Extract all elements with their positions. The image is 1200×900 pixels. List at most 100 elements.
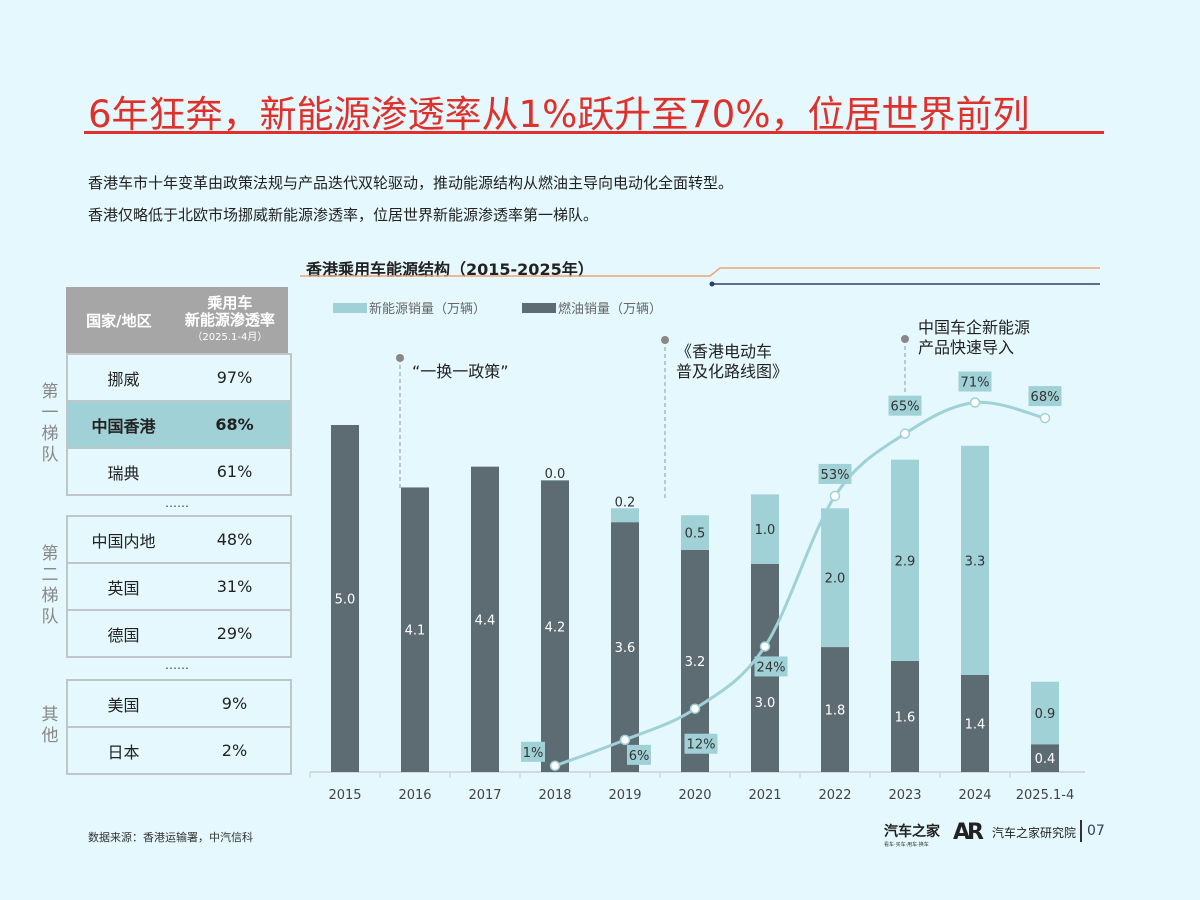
penetration-point	[969, 397, 981, 408]
x-tick-label: 2022	[818, 788, 851, 803]
penetration-value: 2%	[221, 741, 248, 760]
table-row: 德国 29%	[68, 609, 290, 656]
bar-fuel	[891, 660, 919, 772]
tier-label: 其他	[41, 705, 59, 746]
penetration-point	[829, 490, 841, 502]
penetration-label: 12%	[687, 738, 716, 753]
logo1-text: 汽车之家	[884, 824, 940, 840]
autohome-logo: 汽车之家 看车·买车·用车·换车	[884, 821, 940, 848]
penetration-label: 65%	[891, 400, 920, 415]
bar-nev-label: 2.0	[825, 572, 846, 587]
table-row: 瑞典 61%	[68, 447, 290, 494]
bar-nev-label: 1.0	[755, 523, 776, 538]
country-name: 中国香港	[91, 416, 156, 436]
bar-fuel-label: 5.0	[335, 593, 356, 608]
annotation: 《香港电动车 普及化路线图》	[676, 342, 788, 382]
penetration-point	[1039, 412, 1051, 424]
annotation-line: 普及化路线图》	[676, 362, 789, 381]
x-tick-label: 2019	[608, 788, 641, 803]
penetration-label: 68%	[1031, 390, 1060, 405]
table-ellipsis: ……	[165, 658, 189, 672]
bar-nev	[891, 459, 919, 661]
penetration-label: 1%	[523, 746, 544, 761]
x-tick-label: 2015	[328, 788, 361, 803]
chart-title-rule	[300, 267, 1100, 277]
table-row: 中国香港 68%	[68, 400, 290, 447]
country-name: 英国	[107, 578, 140, 598]
table-row: 中国内地 48%	[68, 515, 290, 562]
bar-fuel	[821, 647, 849, 772]
bar-fuel-label: 3.6	[615, 641, 636, 656]
penetration-label-box	[818, 463, 852, 484]
table-row: 美国 9%	[68, 679, 290, 726]
bar-fuel-label: 4.4	[475, 613, 496, 628]
research-institute-logo-mark: AR	[953, 820, 984, 845]
bar-nev	[681, 515, 709, 550]
table-row: 英国 31%	[68, 562, 290, 609]
title-underline	[84, 131, 1104, 134]
penetration-label: 24%	[757, 660, 786, 675]
bar-fuel-label: 0.4	[1035, 752, 1056, 767]
legend-fuel-swatch	[522, 302, 556, 313]
subtitle-line-2: 香港仅略低于北欧市场挪威新能源渗透率，位居世界新能源渗透率第一梯队。	[88, 206, 599, 224]
penetration-label-box	[521, 741, 545, 762]
penetration-point	[899, 428, 911, 439]
annotation-dot	[901, 335, 909, 343]
annotation-line: 中国车企新能源	[918, 318, 1031, 337]
bar-fuel	[1031, 744, 1059, 772]
x-tick-label: 2018	[538, 788, 571, 803]
penetration-point	[619, 734, 631, 746]
country-name: 挪威	[107, 369, 140, 389]
penetration-label-box	[684, 733, 718, 754]
bar-fuel	[331, 425, 359, 772]
bar-nev	[541, 480, 569, 481]
footer-divider	[1080, 820, 1082, 842]
bar-fuel-label: 1.6	[895, 710, 916, 725]
bar-nev	[1031, 681, 1059, 745]
penetration-label: 71%	[961, 376, 990, 391]
table-row: 挪威 97%	[68, 353, 290, 400]
penetration-label-box	[958, 371, 992, 392]
bar-nev-label: 0.5	[685, 527, 706, 542]
header-rate-1: 乘用车	[207, 293, 253, 312]
country-name: 日本	[107, 742, 140, 762]
bar-fuel	[541, 480, 569, 772]
penetration-value: 31%	[216, 577, 253, 596]
header-country: 国家/地区	[86, 311, 152, 330]
penetration-line	[554, 400, 1046, 768]
penetration-point	[549, 760, 561, 772]
penetration-value: 48%	[216, 530, 253, 549]
annotation-dot	[661, 336, 669, 344]
header-rate: 乘用车 新能源渗透率 （2025.1-4月）	[172, 293, 288, 346]
country-name: 美国	[107, 695, 140, 715]
bar-fuel-label: 3.2	[685, 655, 706, 670]
bar-nev	[821, 508, 849, 648]
page-number: 07	[1087, 823, 1105, 839]
bar-fuel-label: 1.8	[825, 704, 846, 719]
bar-nev-label: 0.0	[545, 467, 566, 482]
header-rate-3: （2025.1-4月）	[192, 331, 268, 343]
tier-label: 第二梯队	[41, 543, 59, 627]
annotation-dot	[396, 354, 404, 362]
x-tick-label: 2023	[888, 788, 921, 803]
legend-nev-swatch	[333, 302, 367, 313]
bar-fuel-label: 4.1	[405, 624, 426, 639]
table-header: 国家/地区 乘用车 新能源渗透率 （2025.1-4月）	[66, 287, 288, 353]
country-name: 瑞典	[107, 463, 140, 483]
x-tick-label: 2024	[958, 788, 991, 803]
research-institute-name: 汽车之家研究院	[992, 826, 1077, 840]
bar-nev	[611, 508, 639, 523]
penetration-value: 29%	[216, 624, 253, 643]
bar-nev	[961, 445, 989, 675]
legend-fuel: 燃油销量（万辆）	[522, 298, 662, 317]
legend-nev-label: 新能源销量（万辆）	[369, 302, 487, 317]
table-ellipsis: ……	[165, 496, 189, 510]
table-row: 日本 2%	[68, 726, 290, 773]
x-tick-label: 2017	[468, 788, 501, 803]
penetration-value: 68%	[215, 415, 254, 434]
penetration-label: 53%	[821, 468, 850, 483]
x-tick-label: 2016	[398, 788, 431, 803]
penetration-value: 9%	[221, 694, 248, 713]
subtitle-line-1: 香港车市十年变革由政策法规与产品迭代双轮驱动，推动能源结构从燃油主导向电动化全面…	[88, 174, 734, 192]
